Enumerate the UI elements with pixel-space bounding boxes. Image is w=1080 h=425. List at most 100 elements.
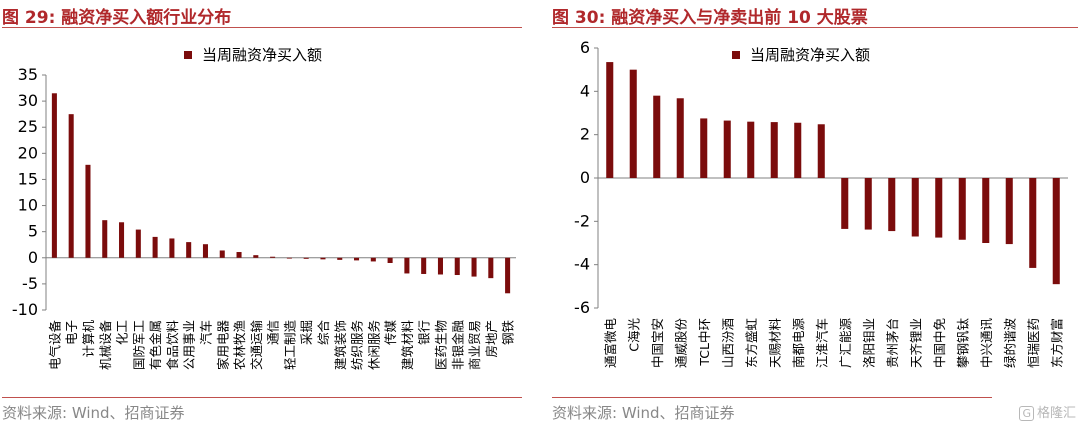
category-label: 中国中免 (932, 318, 947, 368)
watermark-text: 格隆汇 (1036, 406, 1076, 421)
category-label: 非银金融 (450, 320, 465, 371)
bottom-rule-left (2, 397, 522, 398)
bar (958, 178, 966, 240)
category-label: 南都电源 (791, 318, 806, 369)
legend-label: 当周融资净买入额 (202, 46, 322, 64)
category-label: 东方盛虹 (744, 318, 759, 369)
bar (186, 242, 192, 258)
category-label: 化工 (115, 320, 130, 345)
category-label: 建筑材料 (400, 320, 415, 371)
right-panel: 图 30: 融资净买入与净卖出前 10 大股票 6 4 2 0 -2 -4 -6 通富微电 C海… (552, 0, 1080, 425)
category-label: 东方财富 (1049, 318, 1064, 368)
y-tick-label: 15 (18, 169, 38, 188)
bar (236, 252, 242, 258)
title-rule-right (552, 27, 1078, 28)
bar (320, 257, 326, 260)
y-tick-label: 20 (18, 143, 38, 162)
category-label: 绿的谐波 (1002, 318, 1017, 369)
bar (1052, 178, 1060, 285)
category-label: 贵州茅台 (885, 318, 900, 368)
category-label: 食品饮料 (165, 320, 180, 371)
bar (102, 220, 108, 258)
bottom-rule-right (552, 397, 992, 398)
bar (85, 164, 91, 258)
bar (404, 257, 410, 274)
bar (387, 257, 393, 263)
category-label: 中兴通讯 (979, 318, 994, 369)
y-tick-label: 0 (580, 168, 590, 187)
category-label: 农林牧渔 (232, 320, 247, 370)
y-tick-label: 30 (18, 91, 38, 110)
category-label: 电子 (64, 320, 79, 345)
title-rule-left (2, 27, 522, 28)
category-label: 医药生物 (433, 320, 448, 370)
y-tick-label: -2 (574, 211, 590, 230)
category-label: 家用电器 (215, 320, 230, 371)
y-tick-label: 25 (18, 117, 38, 136)
bar (68, 114, 74, 258)
bar (606, 62, 614, 178)
bar (505, 257, 511, 294)
category-label: 天赐材料 (767, 318, 782, 369)
y-tick-label: -4 (574, 255, 590, 274)
category-label: 通威股份 (673, 318, 688, 369)
y-tick-label: -5 (22, 274, 38, 293)
y-tick-label: 0 (28, 248, 38, 267)
watermark-logo-icon: G (1019, 406, 1034, 421)
category-label: 传媒 (383, 320, 398, 346)
bar (270, 256, 276, 258)
bar (437, 257, 443, 275)
bar (770, 122, 778, 178)
y-tick-label: 10 (18, 196, 38, 215)
source-left: 资料来源: Wind、招商证券 (2, 404, 185, 422)
bar (700, 118, 708, 178)
bar (135, 229, 141, 258)
bar (935, 178, 943, 238)
bar (653, 95, 661, 178)
category-label: 休闲服务 (366, 320, 381, 370)
bar (337, 257, 343, 260)
bar (354, 257, 360, 261)
bar (219, 250, 225, 258)
y-tick-label: 35 (18, 65, 38, 84)
y-tick-label: -6 (574, 298, 590, 317)
category-label: 公用事业 (182, 320, 197, 370)
category-label: 国防军工 (131, 320, 146, 370)
bar (488, 257, 494, 279)
category-label: C海光 (626, 318, 641, 352)
category-label: 天齐锂业 (908, 318, 923, 368)
bar (629, 69, 637, 178)
category-label: 银行 (417, 320, 432, 345)
bar (888, 178, 896, 232)
bar (454, 257, 460, 276)
category-label: 纺织服务 (350, 320, 365, 370)
y-tick-label: 2 (580, 125, 590, 144)
left-panel: 图 29: 融资净买入额行业分布 35 30 25 20 15 10 5 0 -5 -10 电气设备… (2, 0, 524, 425)
bar (794, 122, 802, 178)
category-label: 中国宝安 (650, 318, 665, 368)
bar (911, 178, 919, 237)
category-label: TCL中环 (697, 318, 712, 367)
bar (152, 236, 158, 258)
category-label: 房地产 (484, 320, 499, 358)
category-label: 恒瑞医药 (1026, 318, 1041, 368)
category-label: 通信 (266, 320, 281, 345)
category-label: 商业贸易 (467, 320, 482, 370)
bar (119, 222, 125, 258)
y-tick-label: -10 (12, 300, 38, 319)
category-label: 建筑装饰 (333, 320, 348, 370)
bar (747, 121, 755, 178)
category-label: 洛阳钼业 (861, 318, 876, 368)
bar (286, 257, 292, 259)
category-label: 交通运输 (249, 320, 264, 371)
bar (864, 178, 872, 230)
category-label: 攀钢钒钛 (955, 318, 970, 369)
category-label: 江淮汽车 (814, 318, 829, 368)
y-tick-label: 5 (28, 222, 38, 241)
bar (817, 124, 825, 178)
category-label: 综合 (316, 320, 331, 346)
y-tick-label: 6 (580, 38, 590, 57)
category-label: 计算机 (81, 320, 96, 358)
legend-swatch (184, 51, 192, 59)
category-label: 汽车 (198, 320, 213, 345)
